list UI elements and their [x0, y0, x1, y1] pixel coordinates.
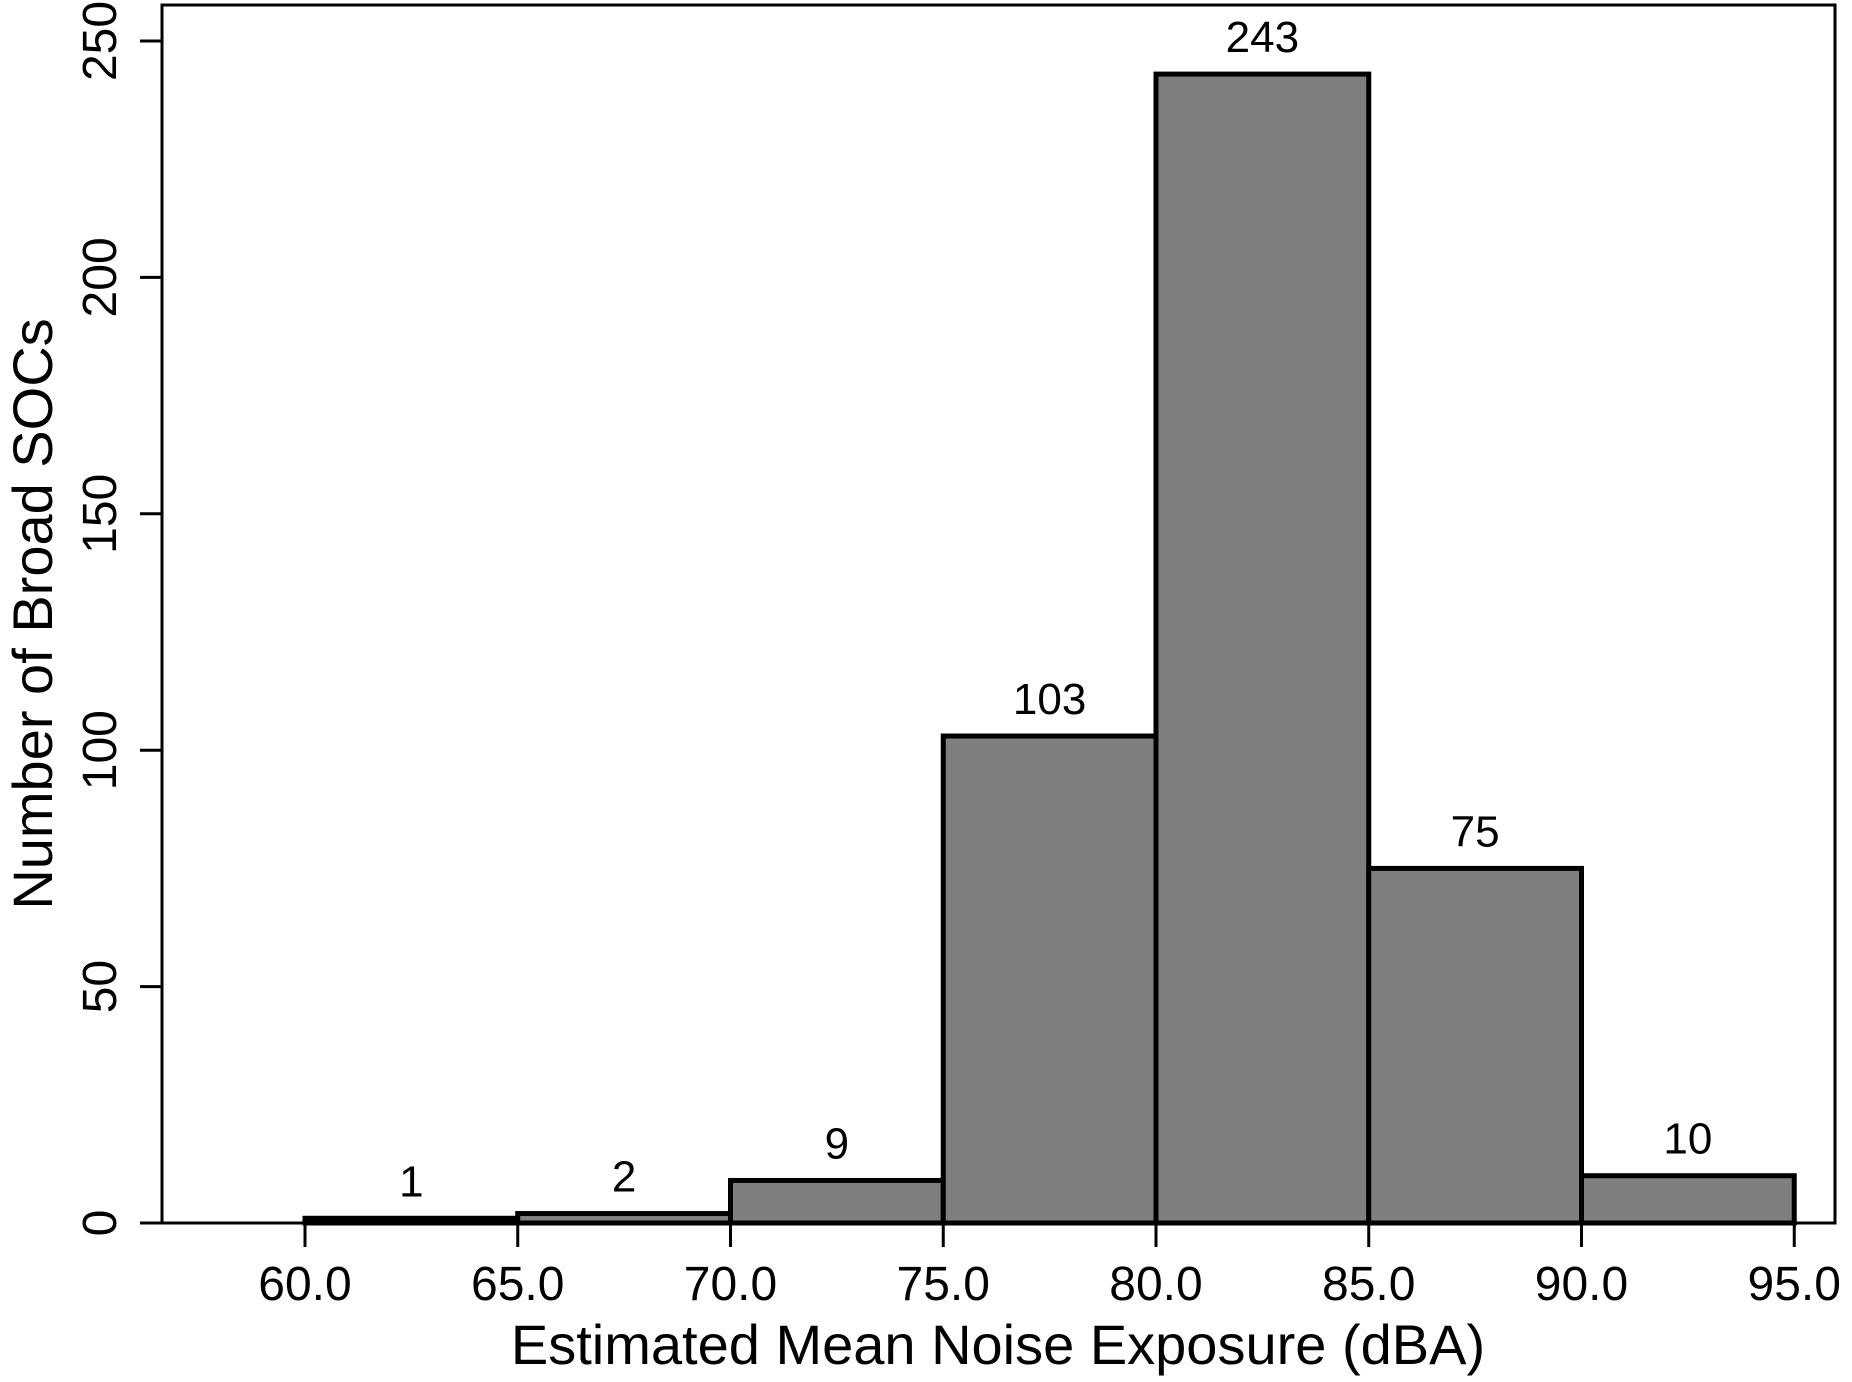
x-tick-label: 95.0: [1748, 1258, 1841, 1311]
y-tick-label: 50: [74, 960, 127, 1013]
histogram-bar: [940, 733, 1159, 1226]
histogram-bar: [1153, 71, 1372, 1226]
bar-count-label: 75: [1451, 807, 1500, 856]
y-tick-label: 100: [74, 710, 127, 790]
histogram-bar: [728, 1177, 946, 1226]
bar-count-label: 10: [1663, 1115, 1712, 1164]
y-tick-label: 0: [74, 1210, 127, 1237]
bar-count-label: 9: [825, 1119, 849, 1168]
x-tick-label: 65.0: [471, 1258, 564, 1311]
histogram-bar: [1579, 1173, 1797, 1226]
x-tick-label: 75.0: [897, 1258, 990, 1311]
y-axis-title: Number of Broad SOCs: [1, 318, 64, 909]
y-tick-label: 200: [74, 237, 127, 317]
bar-count-label: 1: [399, 1157, 423, 1206]
y-tick-label: 250: [74, 1, 127, 81]
x-tick-label: 60.0: [258, 1258, 351, 1311]
bar-count-label: 103: [1013, 675, 1086, 724]
histogram-bar: [302, 1215, 521, 1226]
bar-count-label: 2: [612, 1153, 636, 1202]
bar-count-label: 243: [1226, 13, 1299, 62]
x-tick-label: 85.0: [1322, 1258, 1415, 1311]
histogram-bar: [515, 1211, 733, 1226]
x-tick-label: 90.0: [1535, 1258, 1628, 1311]
chart-generated-layer: 60.0 65.0 70.0 75.0 80.0 85.0 90.0 95.0 0 50 100 15…: [74, 1, 1841, 1311]
x-tick-label: 80.0: [1109, 1258, 1202, 1311]
x-tick-label: 70.0: [684, 1258, 777, 1311]
y-tick-label: 150: [74, 474, 127, 554]
x-axis-title: Estimated Mean Noise Exposure (dBA): [511, 1313, 1485, 1376]
histogram-bar: [1366, 865, 1584, 1226]
